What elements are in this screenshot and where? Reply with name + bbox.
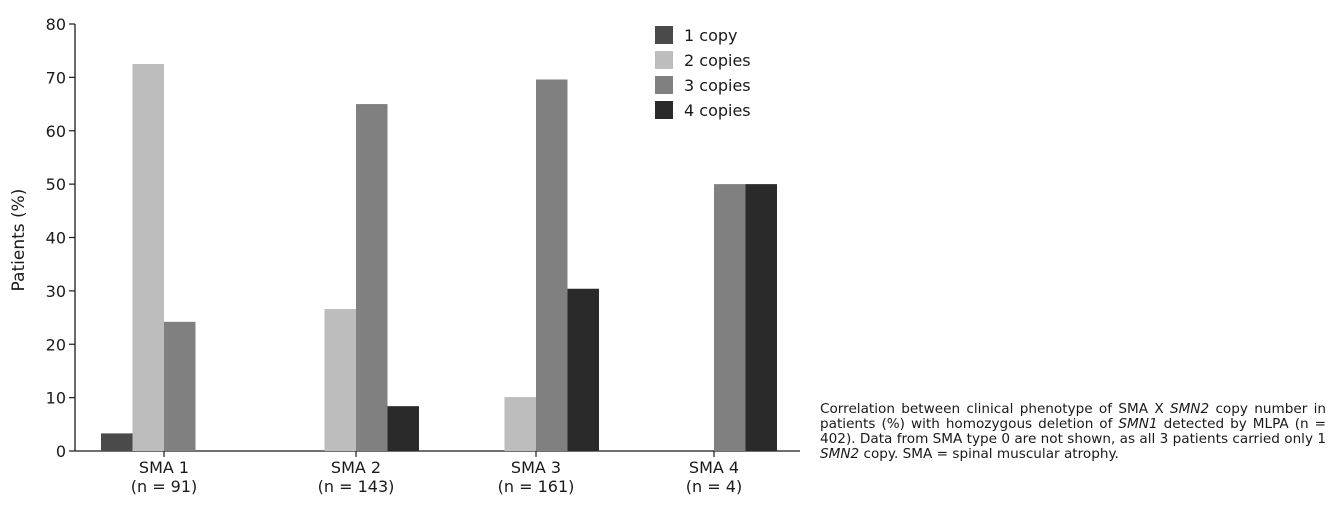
x-tick-sublabel: (n = 4) — [686, 477, 742, 496]
x-tick-label: SMA 4 — [689, 458, 739, 477]
x-tick-sublabel: (n = 143) — [318, 477, 395, 496]
bar — [324, 309, 356, 451]
x-tick-sublabel: (n = 91) — [131, 477, 198, 496]
chart-legend: 1 copy 2 copies 3 copies 4 copies — [655, 26, 751, 120]
y-tick-label: 50 — [46, 175, 66, 194]
y-axis-label: Patients (%) — [9, 189, 29, 292]
caption-gene-name: SMN1 — [1118, 416, 1158, 432]
y-tick-label: 80 — [46, 15, 66, 34]
legend-label: 1 copy — [684, 26, 737, 45]
y-tick-label: 10 — [46, 389, 66, 408]
legend-label: 2 copies — [684, 51, 751, 70]
caption-gene-name: SMN2 — [1169, 401, 1210, 417]
legend-swatch — [655, 51, 673, 69]
legend-label: 3 copies — [684, 76, 751, 95]
bar — [536, 79, 568, 451]
caption-gene-name: SMN2 — [820, 446, 860, 462]
caption-text: copy number in patients (%) with homozyg… — [820, 401, 1327, 432]
bar — [504, 397, 536, 451]
legend-swatch — [655, 76, 673, 94]
y-tick-label: 40 — [46, 229, 66, 248]
bar — [164, 321, 196, 451]
bar — [101, 433, 133, 451]
legend-label: 4 copies — [684, 101, 751, 120]
y-tick-label: 30 — [46, 282, 66, 301]
bar — [356, 104, 388, 451]
legend-swatch — [655, 101, 673, 119]
x-tick-sublabel: (n = 161) — [498, 477, 575, 496]
bar — [387, 406, 419, 451]
figure-caption: Correlation between clinical phenotype o… — [820, 402, 1326, 462]
y-tick-label: 70 — [46, 68, 66, 87]
bar — [714, 184, 746, 451]
x-tick-label: SMA 2 — [331, 458, 381, 477]
caption-text: Correlation between clinical phenotype o… — [820, 401, 1170, 417]
y-tick-label: 0 — [56, 442, 66, 461]
bar — [745, 184, 777, 451]
x-tick-label: SMA 1 — [139, 458, 189, 477]
bar — [132, 64, 164, 451]
legend-swatch — [655, 26, 673, 44]
x-tick-label: SMA 3 — [511, 458, 561, 477]
caption-text: copy. SMA = spinal muscular atrophy. — [859, 446, 1119, 462]
y-tick-label: 60 — [46, 122, 66, 141]
y-tick-label: 20 — [46, 335, 66, 354]
chart-bars — [101, 64, 777, 451]
bar — [567, 288, 599, 451]
caption-text: detected by MLPA (n = 402). Data from SM… — [820, 416, 1327, 447]
